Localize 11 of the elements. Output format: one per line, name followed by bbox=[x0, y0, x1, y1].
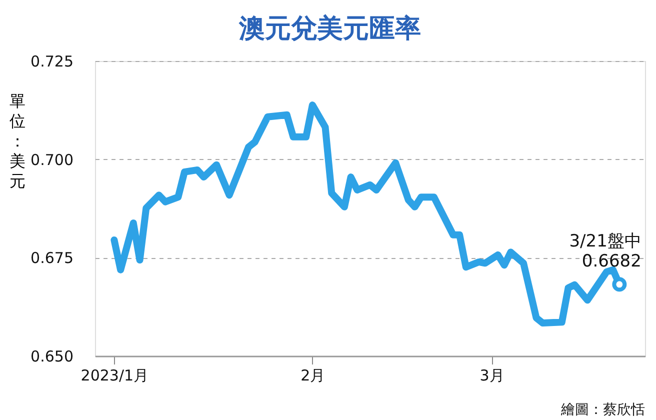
x-tick-label: 2023/1月 bbox=[80, 366, 149, 384]
annotation: 3/21盤中 0.6682 bbox=[569, 231, 642, 272]
y-tick-label: 0.725 bbox=[30, 52, 74, 70]
text: 繪圖：蔡欣恬 bbox=[560, 402, 645, 418]
y-tick-label: 0.700 bbox=[30, 150, 74, 169]
x-tick-label: 3月 bbox=[480, 366, 504, 384]
y-axis-title: 單位：美元 bbox=[10, 92, 26, 190]
y-tick-label: 0.675 bbox=[30, 249, 74, 268]
chart-title: 澳元兌美元匯率 bbox=[238, 14, 421, 44]
y-tick-label: 0.650 bbox=[30, 348, 74, 366]
x-tick-label: 2月 bbox=[300, 366, 326, 384]
